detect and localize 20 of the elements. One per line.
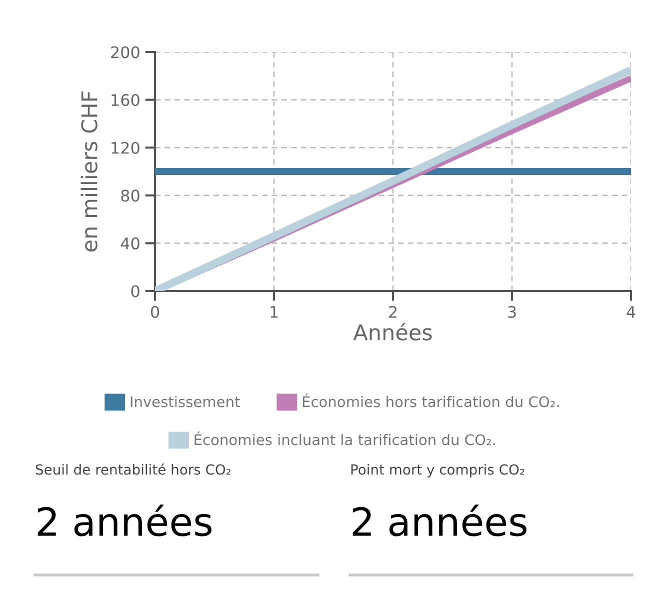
y-tick-label: 80	[121, 190, 140, 202]
text: Seuil de rentabilité hors CO₂	[36, 463, 231, 475]
x-tick-label: 1	[270, 306, 278, 318]
y-tick-label: 160	[112, 94, 140, 106]
text: Point mort y compris CO₂	[351, 464, 524, 478]
x-tick-label: 0	[150, 306, 160, 318]
x-axis-title: Années	[353, 322, 432, 340]
legend-label: Investissement	[130, 396, 240, 408]
legend-label: Économies incluant la tarification du CO₂.	[194, 432, 495, 446]
y-axis-title: en milliers CHF	[80, 92, 98, 252]
y-tick-label: 200	[111, 46, 140, 58]
x-tick-label: 4	[626, 306, 636, 318]
text: 2 années	[352, 504, 526, 536]
x-tick-label: 3	[508, 306, 516, 318]
legend-label: Économies hors tarification du CO₂.	[302, 394, 559, 408]
y-tick-label: 0	[131, 285, 140, 298]
y-tick-label: 40	[120, 237, 140, 250]
x-tick-label: 2	[389, 306, 396, 318]
y-tick-label: 120	[112, 142, 140, 154]
text: 2 années	[38, 504, 212, 536]
